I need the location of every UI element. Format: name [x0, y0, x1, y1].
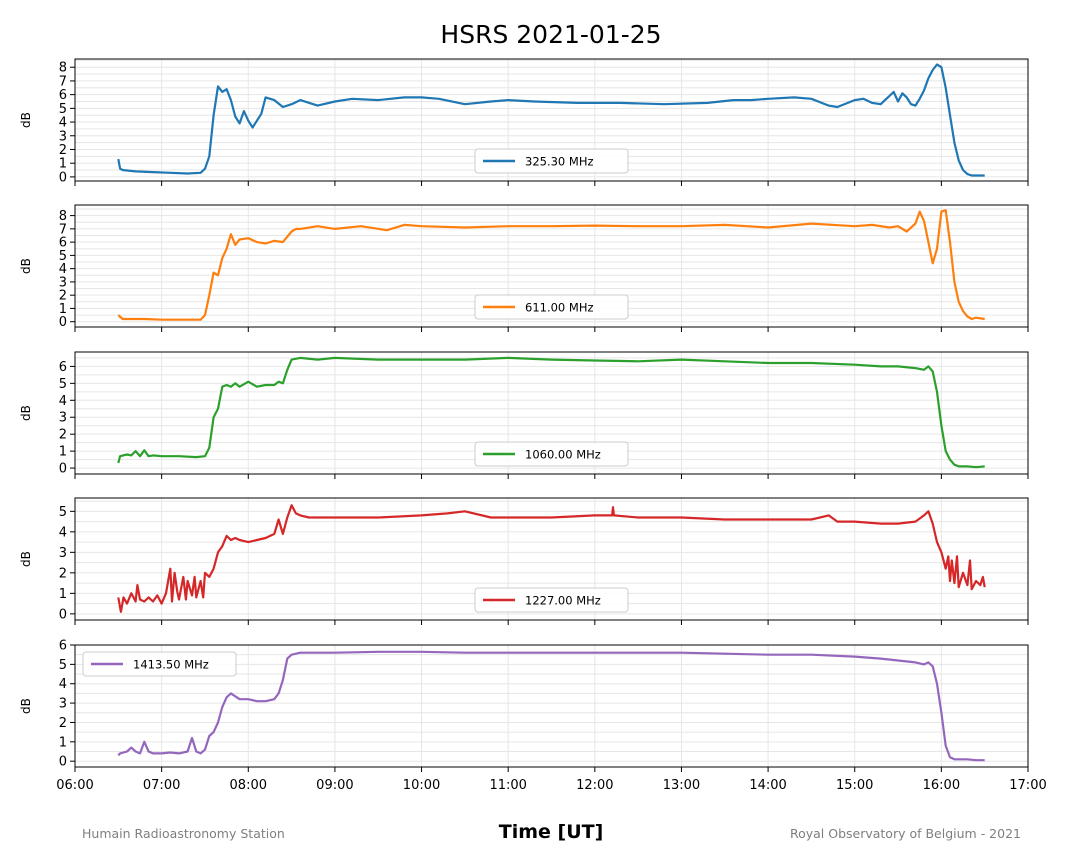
axes-frame: [74, 497, 1029, 621]
y-tick-label: 0: [59, 170, 67, 185]
grid-lines: [74, 59, 1029, 181]
y-tick-label: 7: [59, 74, 67, 89]
y-tick-label: 2: [59, 289, 67, 304]
y-tick-label: 1: [59, 735, 67, 750]
legend-box: [474, 294, 629, 320]
footer-right: Royal Observatory of Belgium - 2021: [790, 826, 1021, 841]
legend-label: 611.00 MHz: [525, 301, 594, 315]
y-tick-label: 3: [59, 411, 67, 426]
series-line-3: [117, 356, 985, 469]
y-tick-label: 4: [59, 394, 67, 409]
legend: 1060.00 MHz: [474, 441, 629, 467]
y-axis-label: dB: [19, 551, 33, 567]
panel-4: 0 1 2 3 4 5 dB 1227.00 MHz: [19, 497, 1029, 625]
legend-box: [82, 651, 237, 677]
x-axis-label: Time [UT]: [499, 821, 604, 843]
y-axis-label: dB: [19, 258, 33, 274]
y-tick-label: 6: [59, 360, 67, 375]
x-tick-label: 16:00: [923, 778, 960, 793]
legend-box: [474, 587, 629, 613]
x-tick-label: 15:00: [836, 778, 873, 793]
y-tick-label: 2: [59, 716, 67, 731]
footer-left: Humain Radioastronomy Station: [82, 826, 285, 841]
y-tick-label: 5: [59, 102, 67, 117]
y-tick-label: 8: [59, 209, 67, 224]
y-tick-label: 4: [59, 677, 67, 692]
y-tick-label: 6: [59, 236, 67, 251]
y-tick-label: 5: [59, 377, 67, 392]
y-tick-label: 3: [59, 129, 67, 144]
legend-label: 1413.50 MHz: [133, 658, 209, 672]
series-line-4: [117, 504, 986, 613]
legend: 325.30 MHz: [474, 148, 629, 174]
y-tick-label: 4: [59, 262, 67, 277]
y-tick-label: 2: [59, 566, 67, 581]
chart-title: HSRS 2021-01-25: [440, 20, 661, 49]
legend: 1413.50 MHz: [82, 651, 237, 677]
y-tick-label: 1: [59, 157, 67, 172]
y-tick-label: 3: [59, 275, 67, 290]
legend-box: [474, 441, 629, 467]
y-tick-label: 4: [59, 525, 67, 540]
legend-label: 1227.00 MHz: [525, 594, 601, 608]
x-tick-label: 07:00: [143, 778, 180, 793]
series-line-2: [117, 209, 985, 321]
y-tick-label: 7: [59, 222, 67, 237]
y-tick-label: 5: [59, 505, 67, 520]
x-tick-label: 09:00: [316, 778, 353, 793]
series-line-1: [117, 63, 985, 177]
panel-3: 0 1 2 3 4 5 6 dB 1060.00 MHz: [19, 351, 1029, 479]
x-tick-label: 11:00: [489, 778, 526, 793]
y-tick-label: 5: [59, 249, 67, 264]
y-tick-label: 1: [59, 302, 67, 317]
y-axis-label: dB: [19, 405, 33, 421]
axes-frame: [74, 204, 1029, 328]
y-tick-label: 8: [59, 61, 67, 76]
axes-frame: [74, 644, 1029, 768]
y-tick-label: 1: [59, 587, 67, 602]
y-tick-label: 1: [59, 445, 67, 460]
y-tick-label: 0: [59, 607, 67, 622]
legend: 1227.00 MHz: [474, 587, 629, 613]
series-line-5: [117, 650, 985, 762]
panel-5: 0 1 2 3 4 5 6 dB 06:00 07:00 08:00 09:00 10:00 11:00 1…: [19, 639, 1047, 794]
x-tick-label: 10:00: [403, 778, 440, 793]
y-tick-label: 2: [59, 143, 67, 158]
x-tick-label: 06:00: [56, 778, 93, 793]
y-tick-label: 0: [59, 315, 67, 330]
y-tick-label: 6: [59, 88, 67, 103]
axes-frame: [74, 351, 1029, 475]
x-tick-label: 17:00: [1009, 778, 1046, 793]
x-tick-label: 08:00: [230, 778, 267, 793]
legend-box: [474, 148, 629, 174]
y-tick-label: 3: [59, 697, 67, 712]
y-tick-label: 0: [59, 462, 67, 477]
y-tick-label: 2: [59, 428, 67, 443]
legend: 611.00 MHz: [474, 294, 629, 320]
x-tick-label: 14:00: [749, 778, 786, 793]
axes-frame: [74, 58, 1029, 182]
x-tick-label: 13:00: [663, 778, 700, 793]
y-tick-label: 5: [59, 658, 67, 673]
y-tick-label: 0: [59, 755, 67, 770]
legend-label: 1060.00 MHz: [525, 448, 601, 462]
x-tick-label: 12:00: [576, 778, 613, 793]
y-axis-label: dB: [19, 698, 33, 714]
y-axis-label: dB: [19, 112, 33, 128]
legend-label: 325.30 MHz: [525, 155, 594, 169]
y-tick-label: 6: [59, 639, 67, 654]
y-tick-label: 4: [59, 116, 67, 131]
y-tick-label: 3: [59, 546, 67, 561]
